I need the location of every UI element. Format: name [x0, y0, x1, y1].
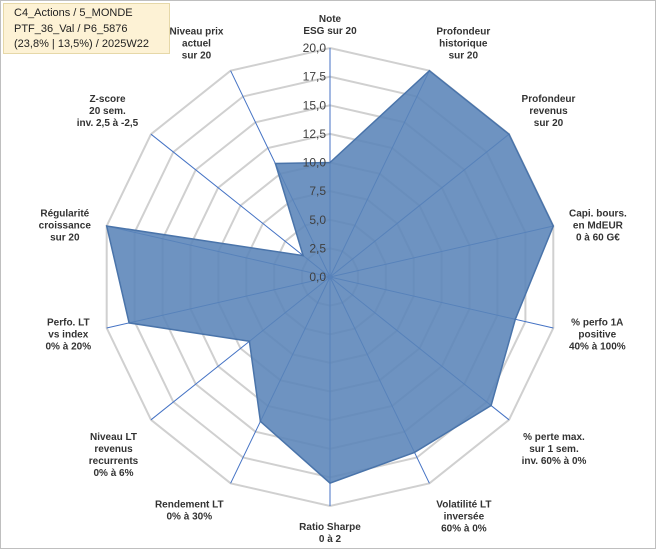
axis-label: % perte max. sur 1 sem. inv. 60% à 0% [522, 432, 587, 467]
tick-label: 5,0 [309, 213, 326, 227]
data-point [428, 69, 431, 72]
axis-label: Régularité croissance sur 20 [39, 209, 92, 244]
axis-label-line: 0 à 60 G€ [576, 233, 620, 244]
axis-label-line: recurrents [89, 456, 139, 467]
axis-label: Capi. bours. en MdEUR 0 à 60 G€ [569, 209, 627, 244]
axis-label: % perfo 1A positive 40% à 100% [569, 318, 626, 353]
axis-label-line: % perfo 1A [571, 318, 623, 329]
data-point [413, 451, 416, 454]
data-point [329, 482, 331, 484]
axis-label-line: Ratio Sharpe [299, 522, 361, 533]
axis-label-line: vs index [48, 330, 88, 341]
data-point [274, 162, 277, 165]
axis-label-line: Régularité [40, 209, 89, 220]
axis-label-line: 0 à 2 [319, 534, 342, 545]
axis-label-line: Rendement LT [155, 500, 224, 511]
tick-label: 12,5 [303, 127, 327, 141]
info-line-3: (23,8% | 13,5%) / 2025W22 [14, 38, 149, 50]
axis-label-line: Perfo. LT [47, 318, 90, 329]
axis-label: Rendement LT 0% à 30% [155, 500, 224, 523]
data-point [514, 318, 517, 321]
axis-label-line: sur 20 [182, 50, 212, 61]
axis-label-line: 40% à 100% [569, 342, 626, 353]
tick-label: 15,0 [303, 98, 327, 112]
axis-label-line: Niveau prix [170, 26, 224, 37]
data-point [128, 322, 130, 324]
axis-label-line: inversée [444, 512, 485, 523]
axis-label-line: revenus [529, 106, 568, 117]
axis-label: Note ESG sur 20 [303, 14, 357, 37]
axis-label-line: Niveau LT [90, 432, 137, 443]
axis-label-line: actuel [182, 38, 211, 49]
axis-label: Perfo. LT vs index 0% à 20% [46, 318, 92, 353]
data-point [248, 340, 251, 343]
info-line-1: C4_Actions / 5_MONDE [14, 7, 133, 19]
tick-label: 0,0 [309, 270, 326, 284]
axis-label-line: positive [578, 330, 616, 341]
axis-label-line: revenus [94, 444, 133, 455]
data-point [329, 161, 331, 164]
axis-label-line: Capi. bours. [569, 209, 627, 220]
axis-label-line: % perte max. [523, 432, 585, 443]
tick-label: 2,5 [309, 241, 326, 255]
axis-label-line: historique [439, 38, 488, 49]
axis-label-line: Note [319, 14, 342, 25]
data-point [105, 225, 108, 227]
axis-label: Z-score 20 sem. inv. 2,5 à -2,5 [77, 94, 139, 129]
data-point [490, 404, 492, 407]
tick-label: 20,0 [303, 41, 327, 55]
axis-label-line: en MdEUR [573, 221, 624, 232]
axis-label-line: 60% à 0% [441, 524, 487, 535]
data-point [259, 420, 262, 423]
axis-label-line: sur 20 [534, 118, 564, 129]
axis-label-line: inv. 60% à 0% [522, 456, 587, 467]
axis-label-line: 0% à 20% [46, 342, 92, 353]
axis-label-line: croissance [39, 221, 92, 232]
axis-label-line: sur 20 [449, 50, 479, 61]
axis-label-line: inv. 2,5 à -2,5 [77, 118, 139, 129]
axis-label-line: 0% à 30% [167, 512, 213, 523]
tick-label: 7,5 [309, 184, 326, 198]
axis-label: Niveau prix actuel sur 20 [170, 26, 224, 61]
data-point [302, 254, 304, 257]
axis-label-line: ESG sur 20 [303, 26, 357, 37]
axis-label: Ratio Sharpe 0 à 2 [299, 522, 361, 545]
tick-label: 17,5 [303, 70, 327, 84]
axis-label: Volatilité LT inversée 60% à 0% [436, 500, 491, 535]
tick-label: 10,0 [303, 156, 327, 170]
axis-label-line: Volatilité LT [436, 500, 491, 511]
data-point [552, 225, 555, 227]
axis-label-line: Z-score [89, 94, 126, 105]
axis-label: Profondeur historique sur 20 [436, 26, 490, 61]
axis-label-line: 20 sem. [89, 106, 126, 117]
axis-label-line: Profondeur [522, 94, 576, 105]
axis-label: Niveau LT revenus recurrents 0% à 6% [89, 432, 139, 479]
info-line-2: PTF_36_Val / P6_5876 [14, 22, 128, 35]
axis-label: Profondeur revenus sur 20 [522, 94, 576, 129]
axis-label-line: sur 20 [50, 233, 80, 244]
data-point [508, 133, 510, 135]
axis-spoke [150, 133, 331, 278]
axis-label-line: Profondeur [436, 26, 490, 37]
axis-label-line: sur 1 sem. [529, 444, 579, 455]
portfolio-info-box: C4_Actions / 5_MONDE PTF_36_Val / P6_587… [3, 3, 170, 54]
axis-label-line: 0% à 6% [93, 468, 133, 479]
